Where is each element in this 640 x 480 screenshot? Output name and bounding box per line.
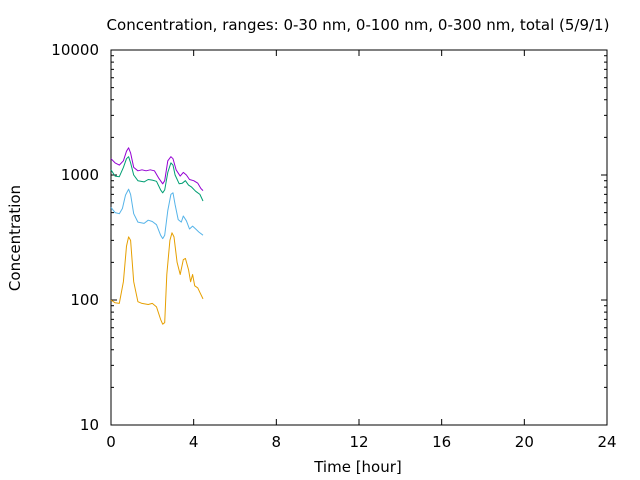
series-line-1 — [110, 232, 204, 325]
x-axis-label: Time [hour] — [313, 458, 402, 476]
axis-ticks — [110, 49, 608, 426]
y-tick-label: 1000 — [61, 166, 99, 184]
series-line-4 — [110, 147, 204, 191]
chart-title: Concentration, ranges: 0-30 nm, 0-100 nm… — [107, 16, 610, 34]
series-lines — [110, 147, 204, 325]
y-axis-label: Concentration — [6, 185, 24, 291]
plot-area-frame — [110, 49, 608, 426]
x-tick-label: 16 — [432, 433, 451, 451]
y-tick-label: 10000 — [51, 41, 99, 59]
x-tick-label: 24 — [597, 433, 616, 451]
x-tick-label: 8 — [272, 433, 282, 451]
x-tick-label: 20 — [515, 433, 534, 451]
y-tick-label: 100 — [70, 291, 99, 309]
y-tick-label: 10 — [80, 416, 99, 434]
x-tick-labels: 0 4 8 12 16 20 24 — [106, 433, 616, 451]
x-tick-label: 0 — [106, 433, 116, 451]
x-tick-label: 4 — [189, 433, 199, 451]
series-line-2 — [110, 188, 204, 240]
series-line-3 — [110, 156, 204, 202]
x-tick-label: 12 — [349, 433, 368, 451]
y-tick-labels: 10 100 1000 10000 — [51, 41, 99, 434]
